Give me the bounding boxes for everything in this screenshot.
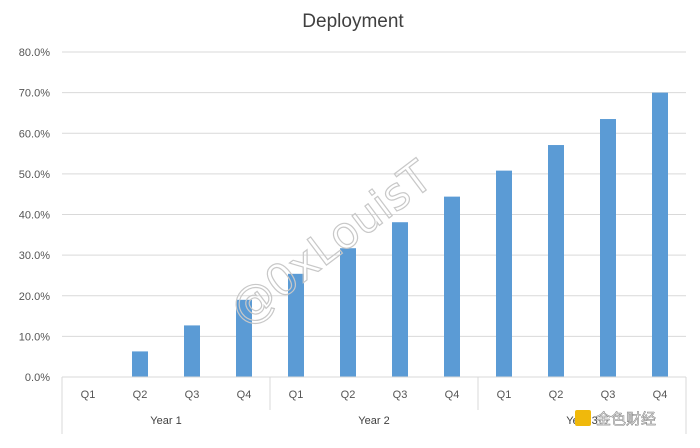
x-tick-label: Q4	[445, 389, 460, 401]
x-tick-label: Q1	[81, 389, 96, 401]
bar	[444, 196, 460, 377]
watermark-text: @0xLouisT	[221, 151, 442, 335]
x-tick-label: Q2	[341, 389, 356, 401]
x-tick-label: Q2	[133, 389, 148, 401]
bar	[652, 92, 668, 377]
x-tick-label: Q4	[653, 389, 668, 401]
brand-text: 金色财经	[596, 410, 656, 428]
bar	[184, 325, 200, 377]
chart-title: Deployment	[302, 11, 404, 32]
brand-logo-icon	[575, 410, 591, 426]
brand-badge: 金色财经	[575, 410, 656, 428]
bar	[236, 299, 252, 377]
x-tick-label: Q1	[289, 389, 304, 401]
y-tick-label: 0.0%	[25, 372, 50, 384]
y-tick-label: 30.0%	[19, 250, 50, 262]
x-tick-label: Q1	[497, 389, 512, 401]
y-tick-label: 10.0%	[19, 331, 50, 343]
bar	[340, 248, 356, 377]
bar	[600, 119, 616, 377]
x-group-label: Year 2	[358, 415, 389, 427]
y-tick-label: 60.0%	[19, 128, 50, 140]
y-tick-label: 50.0%	[19, 169, 50, 181]
x-tick-label: Q3	[185, 389, 200, 401]
bar	[132, 351, 148, 377]
y-axis-tick-labels: 0.0% 10.0% 20.0% 30.0% 40.0% 50.0% 60.0% 70.0% 8…	[19, 47, 50, 384]
x-tick-label: Q4	[237, 389, 252, 401]
y-tick-label: 70.0%	[19, 88, 50, 100]
y-tick-label: 40.0%	[19, 210, 50, 222]
bar	[548, 145, 564, 377]
x-group-label: Year 1	[150, 415, 181, 427]
bar	[496, 170, 512, 377]
x-tick-label: Q3	[393, 389, 408, 401]
bars	[132, 92, 668, 377]
y-tick-label: 20.0%	[19, 291, 50, 303]
y-tick-label: 80.0%	[19, 47, 50, 59]
x-tick-label: Q2	[549, 389, 564, 401]
bar	[288, 273, 304, 377]
x-tick-label: Q3	[601, 389, 616, 401]
gridlines	[62, 51, 686, 337]
bar	[392, 222, 408, 377]
